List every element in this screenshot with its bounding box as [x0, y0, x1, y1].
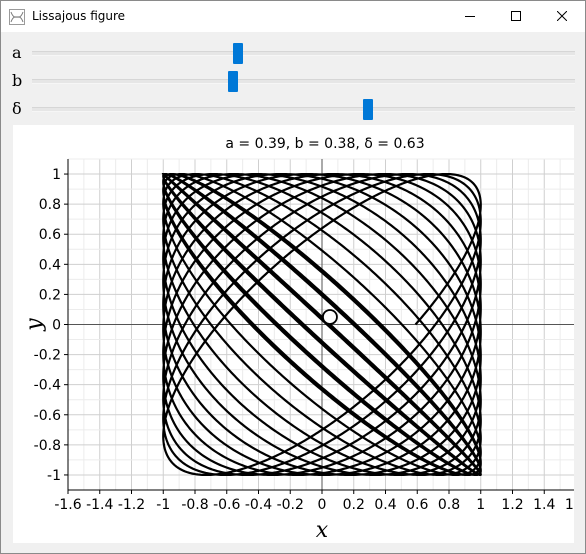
slider-b-thumb[interactable] [228, 71, 238, 92]
x-tick-label: 1 [476, 497, 485, 513]
x-tick-label: 0.6 [406, 497, 428, 513]
x-tick-label: -1.4 [86, 497, 113, 513]
chart-title: a = 0.39, b = 0.38, δ = 0.63 [225, 136, 424, 152]
title-bar: Lissajous figure [1, 1, 585, 32]
slider-delta-label: δ [12, 99, 22, 118]
slider-a-label: a [12, 43, 22, 62]
slider-a-thumb[interactable] [233, 43, 243, 64]
maximize-button[interactable] [493, 1, 539, 32]
y-tick-label: 1 [52, 167, 61, 183]
x-tick-label: -1.6 [54, 497, 81, 513]
x-tick-label: -0.4 [245, 497, 272, 513]
slider-b[interactable]: b [1, 69, 585, 93]
slider-b-track[interactable] [32, 79, 575, 84]
x-tick-label: 0.4 [374, 497, 396, 513]
y-tick-label: 0.6 [39, 227, 61, 243]
y-tick-label: -0.6 [34, 408, 61, 424]
slider-a[interactable]: a [1, 41, 585, 65]
lissajous-plot: a = 0.39, b = 0.38, δ = 0.63 -1.6 -1.4 -1.2… [22, 136, 574, 543]
y-axis-label: y [22, 318, 47, 332]
close-button[interactable] [539, 1, 585, 32]
x-tick-label: 0 [318, 497, 327, 513]
y-tick-label: 0.2 [39, 287, 61, 303]
x-tick-label: -1 [156, 497, 170, 513]
x-tick-label: 0.2 [343, 497, 365, 513]
minimize-button[interactable] [447, 1, 493, 32]
x-axis-label: x [316, 518, 329, 543]
y-tick-label: 0 [52, 318, 61, 334]
maximize-icon [511, 11, 521, 21]
x-tick-label: -1.2 [118, 497, 145, 513]
minimize-icon [465, 16, 475, 17]
x-tick-label: 1.4 [533, 497, 555, 513]
x-tick-label: 0.8 [438, 497, 460, 513]
y-tick-label: -0.4 [34, 378, 61, 394]
slider-delta-thumb[interactable] [363, 99, 373, 120]
slider-delta-track[interactable] [32, 107, 575, 112]
y-tick-label: -0.2 [34, 348, 61, 364]
x-tick-label: -0.2 [277, 497, 304, 513]
close-icon [557, 11, 567, 21]
y-tick-label: -0.8 [34, 438, 61, 454]
window-title: Lissajous figure [32, 9, 126, 23]
y-tick-label: 0.8 [39, 197, 61, 213]
x-tick-label: 1.6 [565, 497, 574, 513]
x-tick-label: 1.2 [501, 497, 523, 513]
slider-delta[interactable]: δ [1, 97, 585, 121]
y-tick-label: -1 [47, 468, 61, 484]
x-tick-label: -0.8 [181, 497, 208, 513]
position-marker [322, 309, 338, 325]
slider-b-label: b [12, 71, 23, 90]
plot-panel: a = 0.39, b = 0.38, δ = 0.63 -1.6 -1.4 -1.2… [13, 125, 574, 543]
lissajous-curve [161, 172, 482, 477]
y-tick-label: 0.4 [39, 257, 61, 273]
x-tick-label: -0.6 [213, 497, 240, 513]
slider-a-track[interactable] [32, 51, 575, 56]
lissajous-app-icon [9, 9, 25, 25]
